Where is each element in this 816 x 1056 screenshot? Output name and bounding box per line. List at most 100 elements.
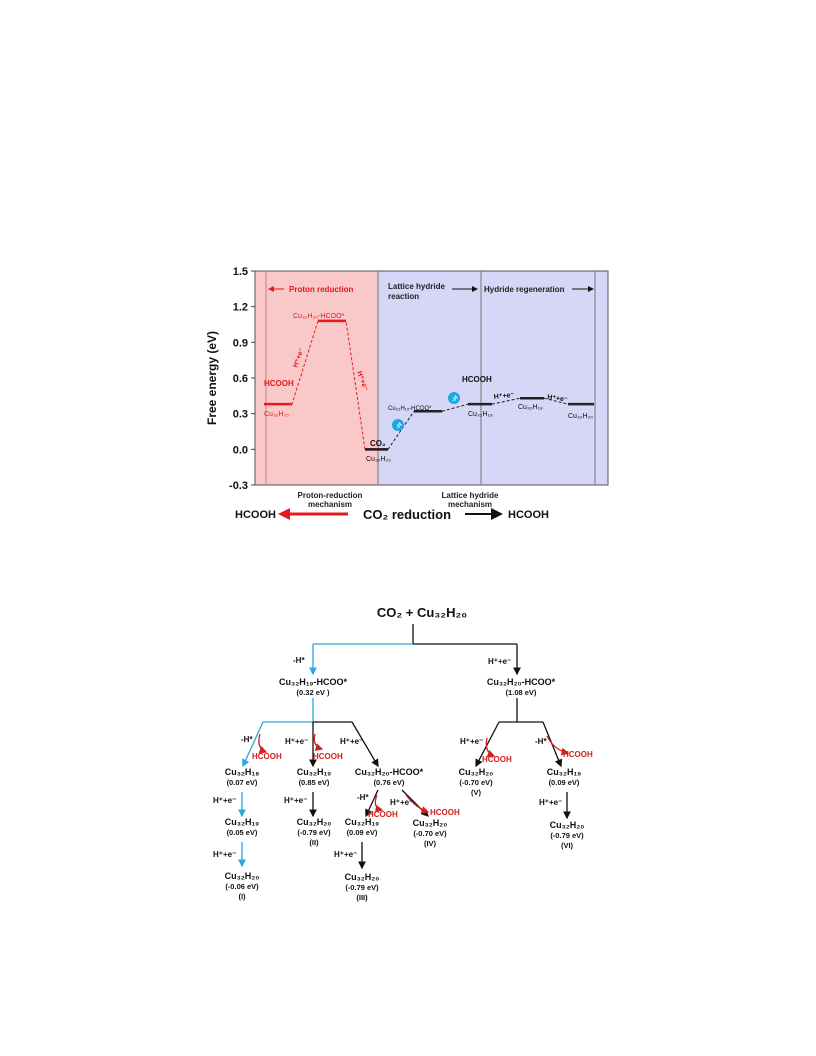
reaction-label: reaction [388, 292, 419, 301]
transition-connector [387, 411, 415, 450]
hcooh-product-left: HCOOH [235, 509, 276, 521]
tree-node: Cu₃₂H₁₈(0.07 eV) [225, 767, 260, 787]
node-species: Cu₃₂H₁₉ [345, 817, 379, 827]
node-energy: (-0.70 eV) [413, 829, 447, 838]
svg-text:H⁺+e⁻: H⁺+e⁻ [460, 737, 483, 746]
tree-connectors [238, 624, 571, 870]
minus-h-badge: -H [448, 392, 460, 404]
node-energy: (0.09 eV) [549, 778, 580, 787]
svg-text:HCOOH: HCOOH [430, 808, 460, 817]
hpe-label-reg2: H⁺+e⁻ [547, 394, 569, 404]
mechanism-label-left: mechanism [308, 500, 352, 509]
transition-connector [543, 397, 569, 405]
svg-text:H⁺+e⁻: H⁺+e⁻ [213, 796, 236, 805]
tree-node: Cu₃₂H₂₀(-0.06 eV)(I) [225, 871, 260, 901]
lattice-hydride-label: Lattice hydride [388, 282, 445, 291]
tree-root: CO₂ + Cu₃₂H₂₀ [377, 605, 467, 620]
series-lattice-hydride [365, 396, 594, 451]
transition-connector [345, 320, 366, 450]
node-tag: (II) [309, 838, 319, 847]
y-tick-label: -0.3 [229, 480, 248, 492]
node-species: Cu₃₂H₂₀ [459, 767, 494, 777]
svg-text:H⁺+e⁻: H⁺+e⁻ [390, 798, 413, 807]
node-species: Cu₃₂H₂₀ [225, 871, 260, 881]
cu32h19-label: Cu₃₂H₁₉ [518, 404, 543, 411]
co2-label: CO₂ [370, 439, 386, 448]
left-red-arrow [278, 508, 348, 520]
tree-node: Cu₃₂H₁₉-HCOO*(0.32 eV ) [279, 677, 347, 697]
tree-node: Cu₃₂H₂₀(-0.70 eV)(IV) [413, 818, 448, 848]
svg-text:HCOOH: HCOOH [563, 750, 593, 759]
lattice-arrow [452, 286, 478, 292]
lattice-hydride-mechanism-label: Lattice hydride [442, 491, 499, 500]
node-tag: (III) [356, 893, 368, 902]
tree-node: Cu₃₂H₂₀(-0.70 eV)(V) [459, 767, 494, 797]
cu32h20-label-end: Cu₃₂H₂₀ [568, 413, 593, 420]
cu32h18-label: Cu₃₂H₁₈ [468, 411, 493, 418]
tree-node: Cu₃₂H₂₀(-0.79 eV)(VI) [550, 820, 585, 850]
node-energy: (0.85 eV) [299, 778, 330, 787]
node-species: Cu₃₂H₂₀ [297, 817, 332, 827]
tree-node: Cu₃₂H₂₀-HCOO*(1.08 eV) [487, 677, 556, 697]
node-energy: (-0.79 eV) [297, 828, 331, 837]
svg-text:H⁺+e⁻: H⁺+e⁻ [488, 657, 511, 666]
proton-reduction-label: Proton reduction [289, 285, 354, 294]
svg-text:HCOOH: HCOOH [252, 752, 282, 761]
svg-text:HCOOH: HCOOH [313, 752, 343, 761]
node-tag: (IV) [424, 839, 437, 848]
node-energy: (1.08 eV) [506, 688, 537, 697]
svg-text:H⁺+e⁻: H⁺+e⁻ [539, 798, 562, 807]
svg-text:H⁺+e⁻: H⁺+e⁻ [213, 850, 236, 859]
node-species: Cu₃₂H₂₀ [550, 820, 585, 830]
hydride-regeneration-label: Hydride regeneration [484, 285, 565, 294]
node-species: Cu₃₂H₂₀ [413, 818, 448, 828]
hcooh-product-right: HCOOH [508, 509, 549, 521]
svg-text:H⁺+e⁻: H⁺+e⁻ [285, 737, 308, 746]
cu32h20-hcoo-label: Cu₃₂H₂₀-HCOO* [293, 313, 345, 320]
y-tick-label: 0.9 [233, 337, 248, 349]
cu32h20-label-red: Cu₃₂H₂₀ [264, 411, 289, 418]
node-energy: (0.05 eV) [227, 828, 258, 837]
svg-text:-H: -H [451, 395, 460, 404]
node-species: Cu₃₂H₁₉ [225, 817, 259, 827]
regeneration-arrow [572, 286, 594, 292]
node-energy: (-0.06 eV) [225, 882, 259, 891]
node-tag: (V) [471, 788, 482, 797]
node-energy: (-0.70 eV) [459, 778, 493, 787]
proton-reduction-mechanism-label: Proton-reduction [298, 491, 363, 500]
node-energy: (0.32 eV ) [297, 688, 330, 697]
tree-node: Cu₃₂H₂₀(-0.79 eV)(II) [297, 817, 332, 847]
hcooh-label-black: HCOOH [462, 375, 492, 384]
co2-reduction-label: CO₂ reduction [363, 507, 451, 522]
y-tick-label: 1.5 [233, 266, 248, 278]
right-black-arrow [465, 508, 503, 520]
y-axis-label: Free energy (eV) [205, 331, 219, 425]
svg-text:-H*: -H* [535, 737, 547, 746]
node-energy: (-0.79 eV) [550, 831, 584, 840]
node-energy: (-0.79 eV) [345, 883, 379, 892]
node-species: Cu₃₂H₁₈ [225, 767, 260, 777]
tree-node: Cu₃₂H₂₀-HCOO*(0.76 eV) [355, 767, 424, 787]
proton-reduction-header: Proton reduction [268, 285, 354, 294]
node-energy: (0.09 eV) [347, 828, 378, 837]
cu32h19-hcoo-label: Cu₃₂H₁₉-HCOO* [388, 406, 432, 412]
node-tag: (I) [238, 892, 246, 901]
y-tick-label: 0.0 [233, 444, 248, 456]
node-species: Cu₃₂H₁₉-HCOO* [279, 677, 347, 687]
svg-text:-H*: -H* [357, 793, 369, 802]
transition-connector [291, 320, 319, 405]
node-energy: (0.76 eV) [374, 778, 405, 787]
mechanism-label-right: mechanism [448, 500, 492, 509]
hcooh-label-red: HCOOH [264, 379, 294, 388]
hpe-label-reg1: H⁺+e⁻ [493, 392, 514, 401]
svg-text:H⁺+e⁻: H⁺+e⁻ [334, 850, 357, 859]
svg-text:-H: -H [395, 422, 404, 431]
node-species: Cu₃₂H₂₀ [345, 872, 380, 882]
node-tag: (VI) [561, 841, 574, 850]
proton-reduction-region [255, 271, 378, 485]
tree-node: Cu₃₂H₁₉(0.09 eV) [547, 767, 581, 787]
svg-text:H⁺+e⁻: H⁺+e⁻ [340, 737, 363, 746]
minus-h-badge: -H [392, 419, 404, 431]
svg-text:HCOOH: HCOOH [368, 810, 398, 819]
